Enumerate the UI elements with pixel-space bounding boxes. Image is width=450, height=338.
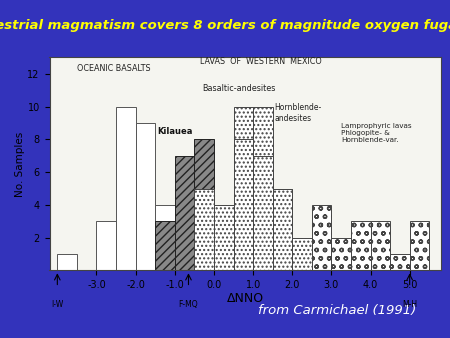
Bar <box>116 106 135 270</box>
Bar <box>370 221 390 270</box>
Bar <box>234 106 253 270</box>
Text: Basaltic-andesites: Basaltic-andesites <box>202 84 275 94</box>
Bar <box>273 189 292 270</box>
Text: Terrestrial magmatism covers 8 orders of magnitude oxygen fugacity: Terrestrial magmatism covers 8 orders of… <box>0 19 450 32</box>
Text: Hornblende-
andesites: Hornblende- andesites <box>274 103 322 123</box>
Bar <box>194 139 214 270</box>
Bar <box>253 156 273 270</box>
X-axis label: ΔNNO: ΔNNO <box>227 291 264 305</box>
Bar <box>273 189 292 270</box>
Text: Kilauea: Kilauea <box>157 127 193 136</box>
Text: I-W: I-W <box>51 300 63 309</box>
Text: OCEANIC BASALTS: OCEANIC BASALTS <box>77 64 151 73</box>
Bar <box>312 205 331 270</box>
Text: F-MQ: F-MQ <box>179 300 198 309</box>
Text: Lamprophyric lavas
Phlogopite- &
Hornblende-var.: Lamprophyric lavas Phlogopite- & Hornble… <box>341 123 412 143</box>
Bar <box>214 205 234 270</box>
Bar <box>194 189 214 270</box>
Bar <box>96 221 116 270</box>
Bar <box>351 221 370 270</box>
Bar <box>292 238 312 270</box>
Bar <box>410 221 429 270</box>
Bar <box>57 254 77 270</box>
Text: from Carmichael (1991): from Carmichael (1991) <box>258 304 417 317</box>
Text: LAVAS  OF  WESTERN  MEXICO: LAVAS OF WESTERN MEXICO <box>200 57 322 67</box>
Bar <box>390 254 410 270</box>
Bar <box>175 156 194 270</box>
Bar <box>155 205 175 270</box>
Bar <box>253 106 273 270</box>
Bar <box>135 123 155 270</box>
Bar <box>155 221 175 270</box>
Text: M-H: M-H <box>402 300 417 309</box>
Bar <box>312 254 331 270</box>
Bar <box>234 139 253 270</box>
Bar <box>331 238 351 270</box>
Y-axis label: No. Samples: No. Samples <box>14 131 25 197</box>
